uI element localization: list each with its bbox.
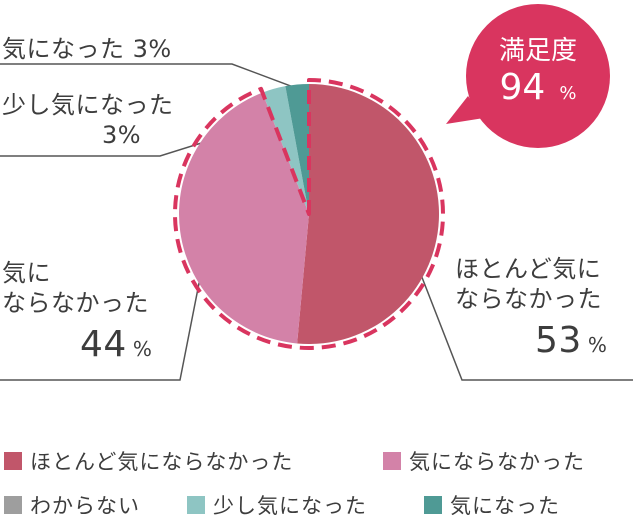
label-sukoshi: 少し気になった 3% — [2, 90, 174, 150]
slice-ki-ni-naranakatta — [179, 92, 309, 344]
label-sukoshi-line2: 3% — [102, 121, 142, 149]
label-hotondo: ほとんど気に ならなかった 53% — [455, 254, 607, 363]
satisfaction-text: 満足度 94% — [468, 30, 608, 108]
legend-item-kininatta: 気になった — [424, 492, 560, 518]
pie-slices — [179, 84, 440, 344]
label-ki-ni-naranakatta-pct: 44% — [2, 322, 152, 367]
satisfaction-dashed-outline — [173, 78, 445, 350]
slice-kininatta — [285, 84, 309, 214]
pct-53-value: 53 — [535, 320, 582, 361]
satisfaction-unit: % — [559, 83, 577, 104]
legend-item-wakaranai: わからない — [4, 492, 140, 518]
legend-label: 気にならなかった — [409, 450, 585, 474]
legend-item-sukoshi: 少し気になった — [187, 492, 367, 518]
label-kininatta: 気になった 3% — [2, 34, 172, 64]
legend-swatch — [4, 496, 22, 514]
label-hotondo-line2: ならなかった — [455, 285, 602, 313]
label-ki-ni-naranakatta-line1: 気に — [2, 259, 51, 287]
legend-label: 気になった — [450, 494, 560, 518]
legend-swatch — [383, 452, 401, 470]
legend-item-ki-ni-naranakatta: 気にならなかった — [383, 448, 585, 474]
label-hotondo-pct: 53% — [455, 318, 607, 363]
satisfaction-value: 94 — [499, 67, 546, 108]
slice-hotondo — [297, 84, 440, 344]
legend-swatch — [4, 452, 22, 470]
legend-swatch — [187, 496, 205, 514]
legend-label: ほとんど気にならなかった — [30, 450, 294, 474]
leader-kininatta — [0, 63, 298, 90]
label-ki-ni-naranakatta: 気に ならなかった 44% — [2, 258, 152, 367]
label-ki-ni-naranakatta-line2: ならなかった — [2, 289, 149, 317]
satisfaction-bubble-circle — [466, 4, 610, 148]
satisfaction-outline — [173, 78, 445, 350]
pct-53-unit: % — [587, 333, 608, 357]
legend-swatch — [424, 496, 442, 514]
label-sukoshi-line1: 少し気になった — [2, 91, 174, 119]
label-hotondo-line1: ほとんど気に — [455, 255, 602, 283]
pct-44-value: 44 — [80, 324, 127, 365]
legend-item-hotondo: ほとんど気にならなかった — [4, 448, 293, 474]
label-kininatta-text: 気になった 3% — [2, 35, 172, 63]
legend-label: 少し気になった — [213, 494, 367, 518]
satisfaction-bubble-tail — [446, 96, 484, 124]
satisfaction-bubble — [446, 4, 610, 148]
satisfaction-title: 満足度 — [498, 36, 577, 66]
pct-44-unit: % — [132, 337, 153, 361]
legend-label: わからない — [30, 494, 140, 518]
